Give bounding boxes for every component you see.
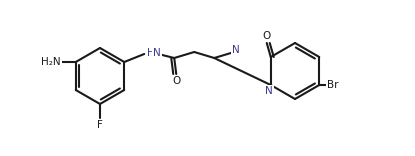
Text: H: H — [147, 48, 155, 58]
Text: Br: Br — [327, 80, 339, 90]
Text: N: N — [265, 86, 273, 96]
Text: N: N — [154, 48, 161, 58]
Text: F: F — [97, 120, 103, 130]
Text: O: O — [172, 76, 181, 86]
Text: N: N — [232, 45, 240, 55]
Text: H₂N: H₂N — [41, 57, 61, 67]
Text: O: O — [263, 31, 271, 41]
